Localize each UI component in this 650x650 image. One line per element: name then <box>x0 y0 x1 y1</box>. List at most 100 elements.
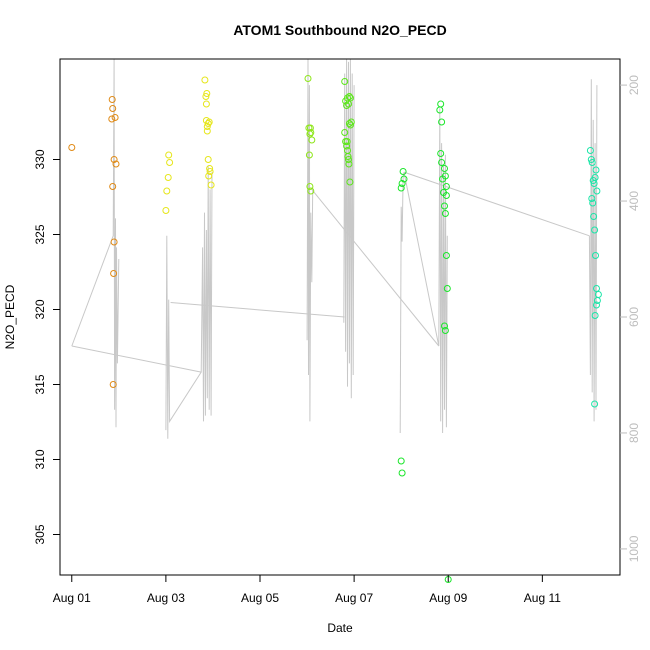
altitude-trace-9 <box>403 171 590 237</box>
data-point-g5-1 <box>397 184 405 192</box>
data-point-g2-6 <box>201 76 209 84</box>
data-point-g3-7 <box>305 151 313 159</box>
data-point-g5-17 <box>441 202 448 210</box>
altitude-trace-6 <box>343 58 355 399</box>
data-points <box>68 75 602 583</box>
y-tick-label-5: 325 <box>33 224 47 244</box>
altitude-trace-10 <box>588 79 598 422</box>
data-point-g1-10 <box>110 270 118 277</box>
y-tick-label-1: 305 <box>33 524 47 544</box>
data-point-g2-5 <box>166 159 174 166</box>
data-point-g5-11 <box>438 159 446 166</box>
data-point-g6-18 <box>591 312 599 319</box>
data-point-g1-8 <box>109 183 117 190</box>
altitude-trace-7 <box>311 189 440 347</box>
data-point-g5-9 <box>438 118 446 126</box>
data-point-g5-23 <box>443 285 451 292</box>
y-axis-label: N2O_PECD <box>3 284 17 349</box>
data-point-g2-2 <box>163 187 171 195</box>
x-axis: Aug 01 Aug 03 Aug 05 Aug 07 Aug 09 Aug 11 <box>53 574 561 605</box>
data-point-g4-13 <box>345 120 353 127</box>
data-point-g4-12 <box>345 156 352 163</box>
x-tick-label-6: Aug 11 <box>524 591 561 605</box>
data-point-g6-10 <box>589 199 597 207</box>
data-point-g6-19 <box>591 400 599 408</box>
data-point-g6-9 <box>588 195 596 202</box>
data-point-g4-16 <box>343 138 351 145</box>
data-point-g3-8 <box>306 183 314 190</box>
altitude-trace-1 <box>71 58 120 428</box>
data-point-g5-2 <box>398 180 406 187</box>
data-point-g5-3 <box>399 168 407 175</box>
altitude-trace-3 <box>165 166 213 439</box>
data-point-g6-2 <box>587 156 595 163</box>
data-point-g4-7 <box>346 94 354 102</box>
data-point-g6-8 <box>593 187 601 195</box>
data-point-g4-19 <box>346 178 354 186</box>
altitude-trace-8 <box>399 108 448 434</box>
x-tick-label-5: Aug 09 <box>429 591 467 605</box>
y2-tick-label-5: 1000 <box>627 535 641 562</box>
data-point-g5-22 <box>442 192 450 199</box>
altitude-trace-4 <box>170 302 345 318</box>
data-point-g4-18 <box>345 160 353 168</box>
altitude-trace-5 <box>306 58 314 422</box>
data-point-g4-1 <box>341 78 349 85</box>
data-point-g2-11 <box>203 123 211 130</box>
data-point-g6-11 <box>590 213 598 220</box>
x-tick-label-4: Aug 07 <box>335 591 373 605</box>
data-point-g4-5 <box>345 100 352 108</box>
data-point-g1-1 <box>68 144 76 151</box>
data-point-g6-14 <box>593 285 600 292</box>
data-point-g2-19 <box>207 181 215 189</box>
data-point-g4-10 <box>343 142 351 150</box>
data-point-g6-13 <box>592 252 599 259</box>
data-point-g3-5 <box>307 129 315 136</box>
data-point-g2-7 <box>202 93 210 100</box>
data-point-g6-17 <box>593 301 600 309</box>
altitude-trace-2 <box>71 345 202 373</box>
secondary-y-axis: 200 400 600 800 1000 <box>620 75 641 562</box>
data-point-g5-14 <box>441 172 449 180</box>
y-tick-label-6: 330 <box>33 149 47 169</box>
data-point-g5-15 <box>442 183 450 190</box>
data-point-g1-2 <box>108 96 116 103</box>
data-point-g4-17 <box>344 153 352 160</box>
chart-title: ATOM1 Southbound N2O_PECD <box>233 22 446 38</box>
data-point-g1-7 <box>112 160 120 168</box>
data-point-g5-6 <box>398 469 406 477</box>
data-point-g1-11 <box>109 381 117 388</box>
data-point-g4-14 <box>346 121 354 129</box>
y-tick-label-2: 310 <box>33 449 47 469</box>
data-point-g1-5 <box>111 114 119 121</box>
data-point-g5-5 <box>397 457 405 465</box>
altitude-traces <box>71 58 598 439</box>
data-point-g2-15 <box>204 156 212 163</box>
data-point-g4-8 <box>341 129 349 136</box>
x-tick-label-1: Aug 01 <box>53 591 91 605</box>
data-point-g2-3 <box>164 174 172 181</box>
data-point-g2-16 <box>206 165 214 172</box>
data-point-g6-3 <box>588 159 596 166</box>
data-point-g5-4 <box>400 175 408 183</box>
y2-tick-label-4: 800 <box>627 423 641 443</box>
y-axis: 305 310 315 320 325 330 <box>33 149 61 545</box>
data-point-g6-12 <box>591 226 599 234</box>
data-point-g2-17 <box>206 168 214 175</box>
y-tick-label-4: 320 <box>33 299 47 319</box>
y2-tick-label-1: 200 <box>627 75 641 95</box>
data-point-g5-10 <box>437 150 445 157</box>
data-point-g1-9 <box>110 238 118 246</box>
data-point-g3-6 <box>308 136 316 144</box>
y2-tick-label-2: 400 <box>627 191 641 211</box>
x-tick-label-3: Aug 05 <box>241 591 279 605</box>
data-point-g6-16 <box>594 291 602 298</box>
data-point-g5-19 <box>442 252 450 259</box>
data-point-g6-6 <box>591 174 599 181</box>
data-point-g2-4 <box>165 151 173 159</box>
data-point-g1-4 <box>108 115 116 123</box>
data-point-g4-3 <box>343 102 351 109</box>
data-point-g2-12 <box>204 120 212 127</box>
data-point-g5-21 <box>441 327 449 334</box>
